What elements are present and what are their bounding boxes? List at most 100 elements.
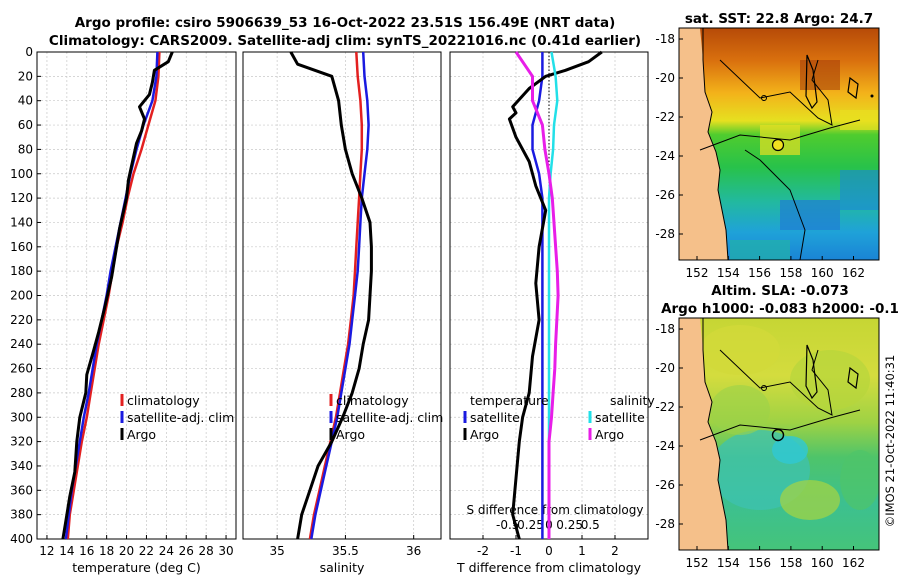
map-lat-label: -22 [655,400,675,414]
axes-frame [242,51,442,540]
legend-label: Argo [127,427,156,442]
map-lon-label: 152 [686,266,709,280]
map-lon-label: 162 [842,556,865,570]
series-line-s-argo [514,51,560,539]
y-tick-label: 300 [10,410,33,424]
x-tick-label: 18 [99,544,114,558]
x-tick-label: 26 [179,544,194,558]
map-lat-label: -28 [655,517,675,531]
y-tick-label: 40 [18,94,33,108]
x-tick-label: 24 [159,544,174,558]
y-tick-label: 180 [10,264,33,278]
x-tick-label: -2 [477,544,489,558]
australia-land [679,28,728,260]
map-lat-label: -26 [655,188,675,202]
map-lon-label: 160 [811,266,834,280]
sst-argo-marker [771,138,785,152]
map-lon-label: 162 [842,266,865,280]
y-tick-label: 100 [10,167,33,181]
legend-t-label: Argo [470,427,499,442]
y-tick-label: 340 [10,459,33,473]
legend-label: climatology [127,393,200,408]
map-lon-label: 158 [779,266,802,280]
legend-t-title: temperature [470,393,549,408]
y-tick-label: 160 [10,240,33,254]
sla-map-title-line1: Altim. SLA: -0.073 [711,283,848,299]
x-tick-label: 14 [59,544,74,558]
y-tick-label: 260 [10,362,33,376]
map-lon-label: 154 [717,556,740,570]
temperature-panel: 12 14 16 18 20 22 24 26 28 30 temperature (deg C) 0… [10,45,237,575]
x-axis-label: T difference from climatology [456,560,642,575]
map-lon-label: 158 [779,556,802,570]
y-tick-label: 140 [10,215,33,229]
x-tick-label: 28 [199,544,214,558]
map-lon-label: 156 [748,556,771,570]
y-tick-label: 120 [10,191,33,205]
series-line-climatology [308,51,364,540]
figure-title-line1: Argo profile: csiro 5906639_53 16-Oct-20… [75,15,616,31]
x-tick-label: 30 [218,544,233,558]
series-line-argo [61,51,174,540]
x-tick-label: -1 [510,544,522,558]
x-tick-label: 36 [406,544,421,558]
legend-s-label: Argo [595,427,624,442]
map-lon-label: 160 [811,556,834,570]
sla-argo-marker [771,428,785,442]
y-tick-label: 200 [10,289,33,303]
x-tick-label: 2 [611,544,619,558]
x-axis-label: temperature (deg C) [72,560,201,575]
series-line-t-argo [507,50,603,540]
legend-label: Argo [336,427,365,442]
sla-map-title-line2: Argo h1000: -0.083 h2000: -0.1 [661,301,899,317]
series-line-satellite-adj-clim [310,51,370,540]
map-lat-label: -24 [655,149,675,163]
y-tick-label: 80 [18,142,33,156]
y-tick-label: 20 [18,69,33,83]
y-tick-label: 240 [10,337,33,351]
figure-title-line2: Climatology: CARS2009. Satellite-adj cli… [49,33,641,49]
legend-label: satellite-adj. clim [127,410,234,425]
map-lon-label: 156 [748,266,771,280]
legend-s-label: satellite [595,410,645,425]
australia-land-sla [679,318,728,550]
sst-map: sat. SST: 22.8 Argo: 24.7 152 154 156 158 16… [655,11,880,280]
y-tick-label: 380 [10,508,33,522]
x2-tick-label: 0.5 [581,518,600,532]
y-tick-label: 400 [10,532,33,546]
x-tick-label: 35 [269,544,284,558]
copyright-text: ©IMOS 21-Oct-2022 11:40:31 [883,355,897,528]
y-tick-label: 360 [10,483,33,497]
x2-axis-label: S difference from climatology [467,503,644,517]
map-lat-label: -22 [655,110,675,124]
legend-s-title: salinity [610,393,655,408]
map-lat-label: -28 [655,227,675,241]
series-line-argo [289,51,373,540]
x-tick-label: 0 [545,544,553,558]
map-lat-label: -26 [655,478,675,492]
y-tick-label: 220 [10,313,33,327]
map-lat-label: -20 [655,361,675,375]
x2-tick-label: -0.25 [513,518,544,532]
sla-map: Altim. SLA: -0.073 Argo h1000: -0.083 h2… [655,283,899,570]
map-lon-label: 154 [717,266,740,280]
x2-tick-label: 0.25 [556,518,583,532]
map-lat-label: -18 [655,322,675,336]
y-tick-label: 60 [18,118,33,132]
legend-label: climatology [336,393,409,408]
map-lon-label: 152 [686,556,709,570]
salinity-panel: 35 35.5 36 salinity climatology satellite-adj… [242,51,443,575]
sst-map-title: sat. SST: 22.8 Argo: 24.7 [685,11,873,27]
x-axis-label: salinity [320,560,365,575]
map-lat-label: -18 [655,32,675,46]
x-tick-label: 35.5 [332,544,359,558]
x-tick-label: 1 [578,544,586,558]
y-tick-label: 320 [10,435,33,449]
y-tick-label: 280 [10,386,33,400]
legend-label: satellite-adj. clim [336,410,443,425]
x-tick-label: 16 [79,544,94,558]
x-tick-label: 20 [119,544,134,558]
x-tick-label: 12 [39,544,54,558]
x-tick-label: 22 [139,544,154,558]
